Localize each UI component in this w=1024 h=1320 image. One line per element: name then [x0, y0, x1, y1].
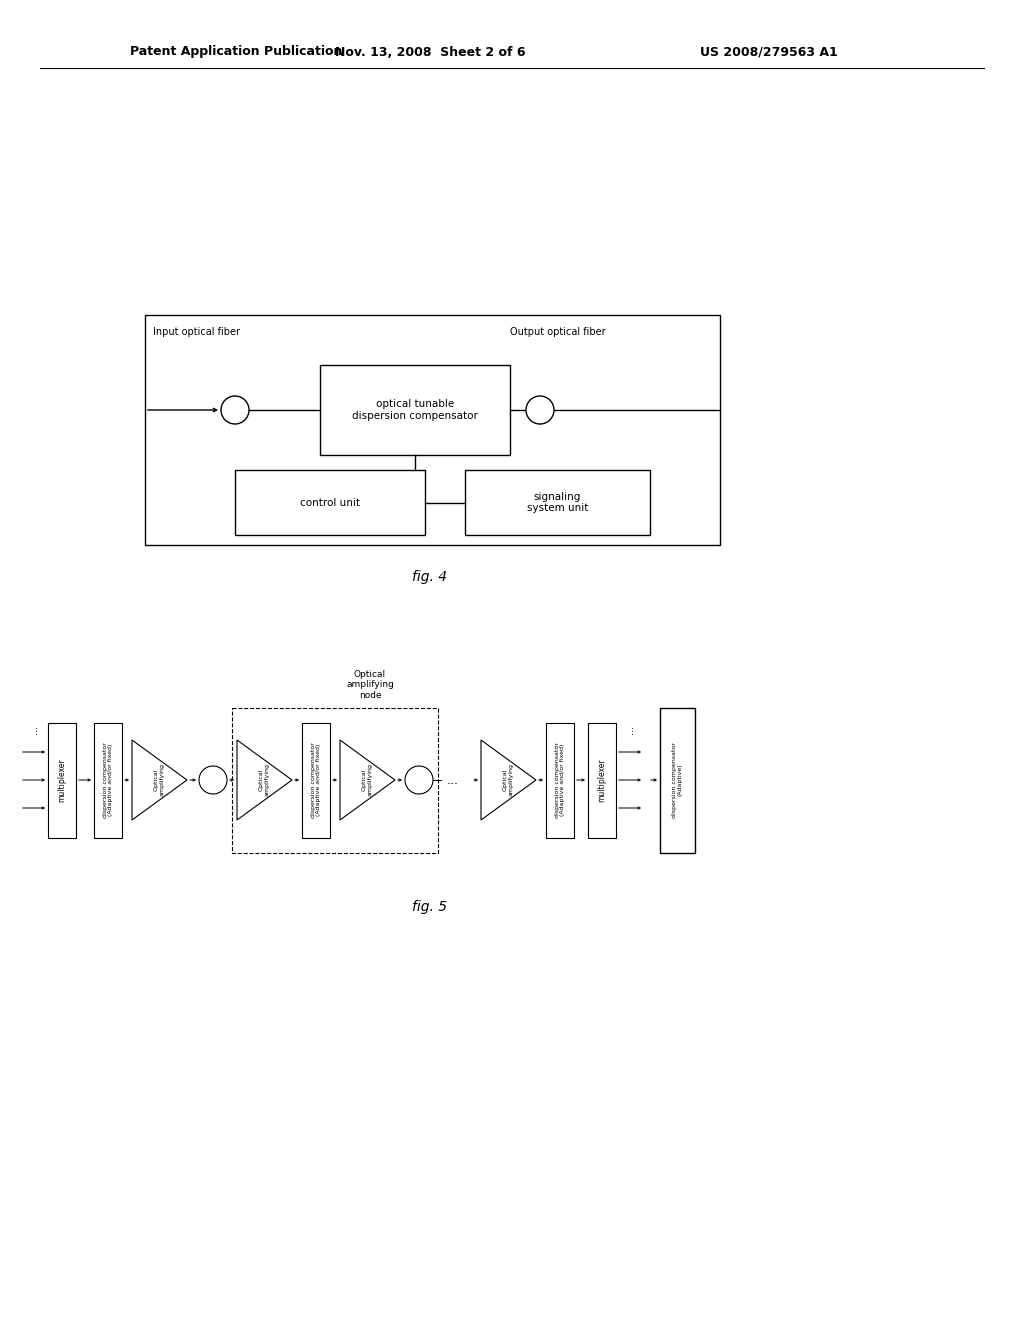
Text: dispersion compensator
(Adaptive): dispersion compensator (Adaptive): [672, 742, 683, 818]
Text: Optical
amplifying: Optical amplifying: [259, 763, 270, 796]
Text: Patent Application Publication: Patent Application Publication: [130, 45, 342, 58]
Bar: [546, 722, 574, 837]
Text: US 2008/279563 A1: US 2008/279563 A1: [700, 45, 838, 58]
Text: Input optical fiber: Input optical fiber: [153, 327, 240, 337]
Text: Nov. 13, 2008  Sheet 2 of 6: Nov. 13, 2008 Sheet 2 of 6: [335, 45, 525, 58]
Text: ...: ...: [625, 726, 635, 734]
Text: Optical
amplifying: Optical amplifying: [362, 763, 373, 796]
Polygon shape: [237, 741, 292, 820]
Bar: [232, 708, 438, 853]
Bar: [145, 315, 720, 545]
Bar: [48, 722, 76, 837]
Circle shape: [526, 396, 554, 424]
Circle shape: [221, 396, 249, 424]
Text: signaling
system unit: signaling system unit: [526, 492, 588, 513]
Text: ...: ...: [447, 774, 459, 787]
Text: fig. 5: fig. 5: [413, 900, 447, 913]
Bar: [302, 722, 330, 837]
Text: dispersion compensator
(Adaptive and/or fixed): dispersion compensator (Adaptive and/or …: [102, 742, 114, 818]
Text: ...: ...: [29, 726, 39, 734]
Text: fig. 4: fig. 4: [413, 570, 447, 583]
Text: Optical
amplifying: Optical amplifying: [503, 763, 514, 796]
Text: dispersion compensator
(Adaptive and/or fixed): dispersion compensator (Adaptive and/or …: [555, 742, 565, 818]
Text: dispersion compensator
(Adaptive and/or fixed): dispersion compensator (Adaptive and/or …: [310, 742, 322, 818]
Bar: [234, 470, 425, 535]
Bar: [319, 366, 510, 455]
Text: optical tunable
dispersion compensator: optical tunable dispersion compensator: [352, 399, 478, 421]
Bar: [465, 470, 650, 535]
Bar: [588, 722, 616, 837]
Polygon shape: [132, 741, 187, 820]
Text: control unit: control unit: [300, 498, 360, 507]
Text: Optical
amplifying
node: Optical amplifying node: [346, 669, 394, 700]
Bar: [660, 708, 695, 853]
Circle shape: [406, 766, 433, 795]
Polygon shape: [340, 741, 395, 820]
Bar: [94, 722, 122, 837]
Text: Optical
amplifying: Optical amplifying: [154, 763, 165, 796]
Text: multiplexer: multiplexer: [57, 758, 67, 801]
Text: multiplexer: multiplexer: [597, 758, 606, 801]
Text: Output optical fiber: Output optical fiber: [510, 327, 605, 337]
Polygon shape: [481, 741, 536, 820]
Circle shape: [199, 766, 227, 795]
